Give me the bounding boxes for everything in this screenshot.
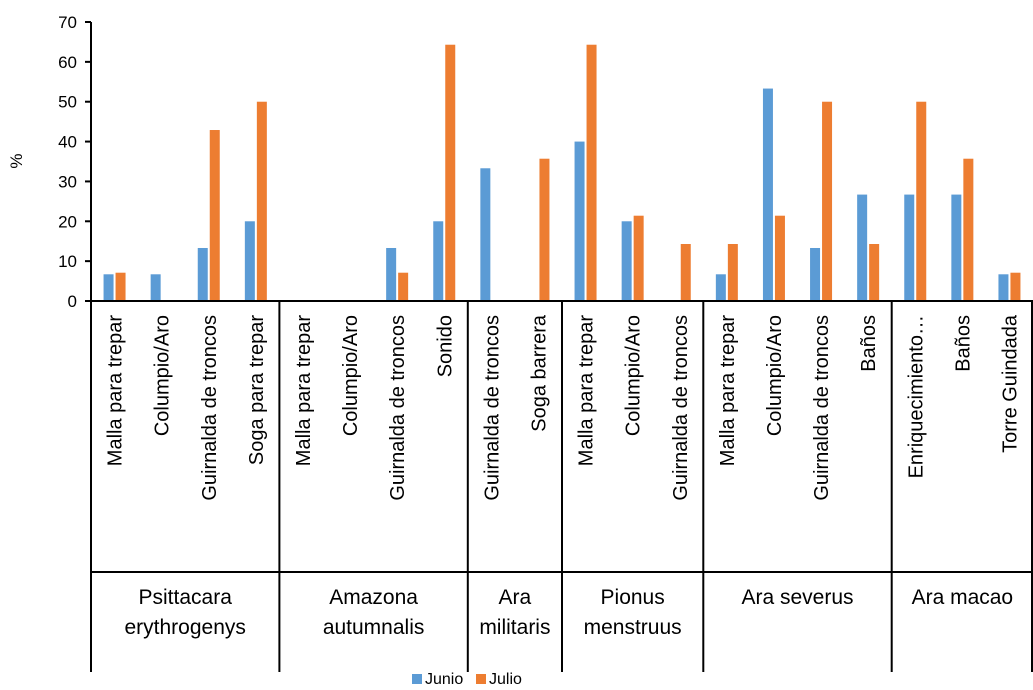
group-label: militaris [479,616,550,639]
bar-junio [951,194,962,301]
group-label: Ara [499,586,532,609]
group-label: erythrogenys [124,616,245,639]
y-tick-label: 50 [58,93,77,112]
bar-junio [810,247,821,301]
category-label: Columpio/Aro [623,315,645,436]
category-label: Guirnalda de troncos [199,315,221,501]
category-label: Soga para trepar [246,315,268,465]
bar-junio [621,221,632,301]
category-label: Columpio/Aro [764,315,786,436]
category-label: Guirnalda de troncos [387,315,409,501]
bar-julio [727,244,738,301]
category-label: Guirnalda de troncos [670,315,692,501]
bar-junio [574,141,585,301]
bar-julio [115,272,126,301]
bar-julio [398,272,409,301]
y-tick-label: 40 [58,133,77,152]
bar-julio [822,101,833,301]
category-label: Baños [858,315,880,372]
legend-label-julio: Julio [489,671,522,688]
category-label: Columpio/Aro [340,315,362,436]
y-axis-ticks: 0 10 20 30 40 50 60 70 [58,13,91,311]
category-label: Guirnalda de troncos [811,315,833,501]
category-label: Guirnalda de troncos [481,315,503,501]
group-label: Pionus [601,586,665,609]
y-tick-label: 20 [58,212,77,231]
category-label: Malla para trepar [105,315,127,467]
bar-julio [633,215,644,301]
legend: Junio Julio [412,671,522,688]
y-axis-label: % [7,153,26,168]
category-label: Enriquecimiento… [905,315,927,478]
y-tick-label: 70 [58,13,77,32]
bar-junio [244,221,255,301]
bar-julio [586,44,597,302]
bar-julio [445,44,456,302]
group-label: menstruus [584,616,682,639]
group-labels: Psittacara erythrogenys Amazona autumnalis A… [124,586,1013,639]
category-label: Torre Guindada [999,314,1021,453]
group-label: Ara macao [912,586,1014,609]
y-tick-label: 0 [68,292,77,311]
bar-julio [680,244,691,301]
bar-junio [762,88,773,301]
bar-julio [1010,272,1021,301]
group-label: autumnalis [323,616,425,639]
bar-junio [103,274,114,301]
legend-label-junio: Junio [425,671,463,688]
bar-junio [480,168,491,301]
bar-julio [963,158,974,301]
category-label: Sonido [434,315,456,377]
category-label: Columpio/Aro [152,315,174,436]
category-label: Malla para trepar [576,315,598,467]
legend-swatch-junio [412,674,422,684]
bar-junio [386,247,397,301]
bar-julio [539,158,550,301]
bar-junio [857,194,868,301]
bar-junio [197,247,208,301]
category-label: Soga barrera [528,314,550,432]
bar-junio [715,274,726,301]
bar-junio [433,221,444,301]
bar-julio [774,215,785,301]
bar-junio [150,274,161,301]
bar-julio [916,101,927,301]
bar-junio [998,274,1009,301]
category-label: Malla para trepar [293,315,315,467]
legend-swatch-julio [476,674,486,684]
axes [90,22,1033,672]
y-tick-label: 30 [58,172,77,191]
bar-julio [209,130,220,301]
group-label: Psittacara [139,586,233,609]
y-tick-label: 10 [58,252,77,271]
category-label: Malla para trepar [717,315,739,467]
bar-julio [256,101,267,301]
bar-junio [904,194,915,301]
y-tick-label: 60 [58,53,77,72]
category-labels: Malla para trepar Columpio/Aro Guirnalda d… [105,314,1022,501]
bars [103,44,1021,302]
group-label: Ara severus [741,586,853,609]
bar-julio [869,244,880,301]
category-label: Baños [952,315,974,372]
group-label: Amazona [329,586,418,609]
